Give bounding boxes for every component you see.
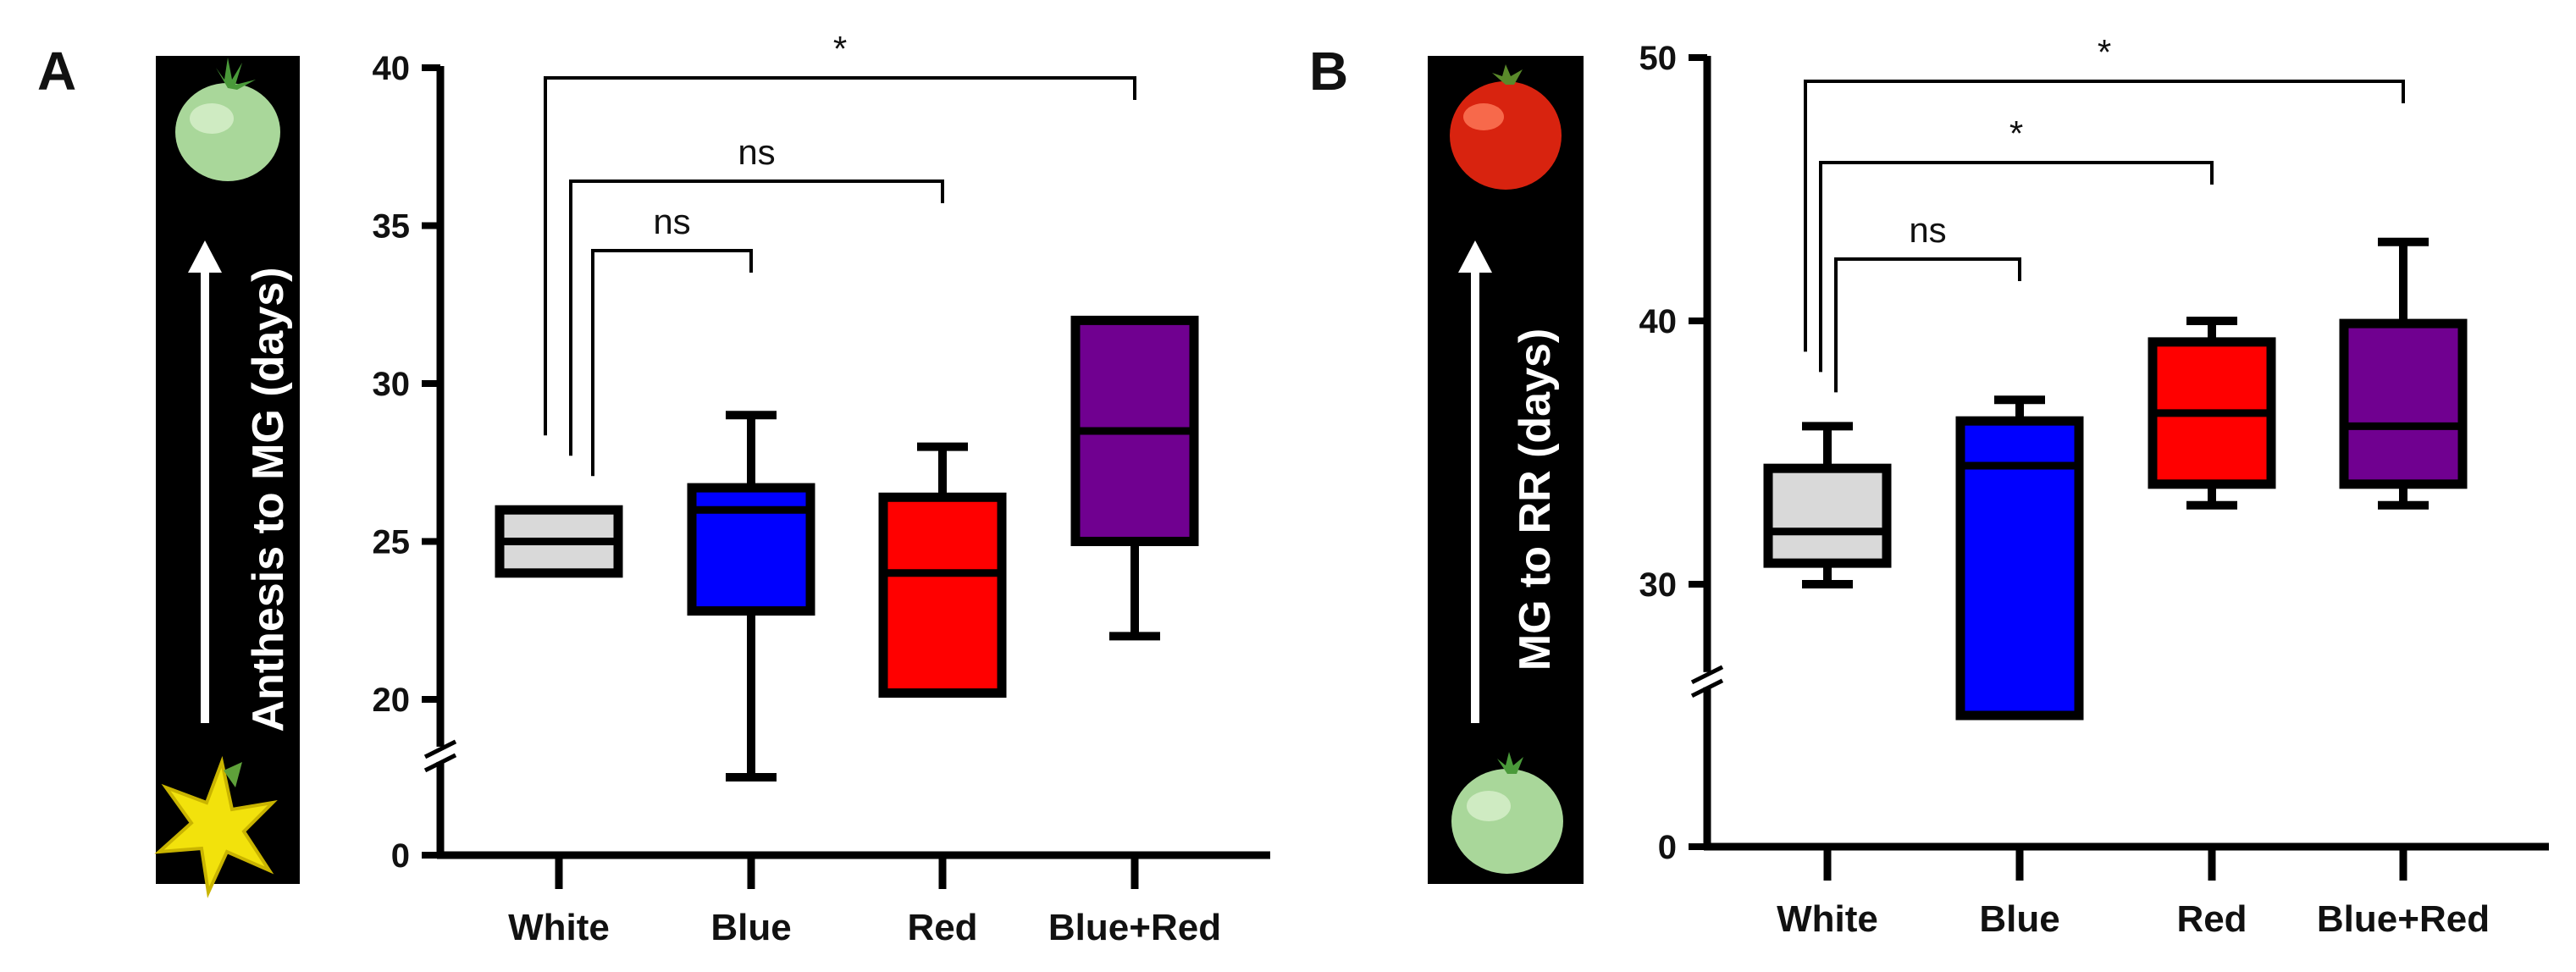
axis-break-mark [423,753,457,773]
x-category-label: Blue [710,907,791,948]
panel-b-letter: B [1309,41,1348,102]
panel-a-side-strip [156,56,300,884]
box-white [1763,463,1892,568]
axis-break-mark [423,739,457,759]
significance-label: ns [1909,210,1946,250]
green-tomato-bottom-icon [1451,752,1563,874]
axis-break-mark [1690,678,1724,699]
significance-label: ns [738,132,775,172]
box-blue-red [2339,318,2468,489]
significance-bracket [544,76,1136,436]
panel-b-plot: 0 30 40 50 White Blue Red Blue+Red ns * * [1639,32,2549,940]
panel-a-ylabel: Anthesis to MG (days) [244,268,293,732]
red-tomato-icon [1450,64,1562,190]
green-tomato-icon [175,58,280,181]
y-tick-label: 30 [373,366,411,403]
x-category-label: White [508,907,610,948]
significance-bracket [1834,257,2021,393]
significance-bracket [591,249,753,477]
panel-b: B MG to RR (days) 0 30 40 50 White Blue Red Blu… [1309,32,2549,940]
significance-bracket [1804,80,2405,352]
box-red [878,492,1007,699]
y-tick-label: 40 [1639,303,1678,340]
y-tick-label: 50 [1639,40,1678,77]
y-tick-label: 20 [373,682,411,719]
panel-b-ylabel: MG to RR (days) [1511,329,1560,671]
panel-a-letter: A [37,41,76,102]
significance-label: * [2009,113,2023,153]
y-tick-label: 40 [373,50,411,87]
significance-label: * [2098,32,2111,72]
y-tick-label: 25 [373,524,411,561]
y-tick-label: 30 [1639,566,1678,604]
panel-a-plot: 0 20 25 30 35 40 White Blue Red Blue+Red ns ns * [373,29,1270,948]
significance-label: * [833,29,847,69]
x-category-label: White [1777,898,1878,940]
panel-a: A Anthesis to MG (days) 0 20 25 30 35 40 White… [37,29,1270,948]
x-category-label: Red [2176,898,2247,940]
x-category-label: Red [907,907,977,948]
x-category-label: Blue [1979,898,2059,940]
y-tick-label: 0 [1658,829,1677,866]
yellow-flower-icon [154,755,278,898]
panel-b-arrow-head [1458,240,1492,273]
significance-bracket [569,179,944,456]
box-blue [1955,416,2084,721]
panel-b-side-strip [1428,56,1584,884]
x-category-label: Blue+Red [2317,898,2490,940]
axis-break-mark [1690,665,1724,685]
x-category-label: Blue+Red [1048,907,1221,948]
panel-a-arrow-head [188,240,222,273]
y-tick-label: 0 [391,837,410,875]
significance-label: ns [653,202,690,241]
y-tick-label: 35 [373,208,411,246]
significance-bracket [1819,161,2214,373]
